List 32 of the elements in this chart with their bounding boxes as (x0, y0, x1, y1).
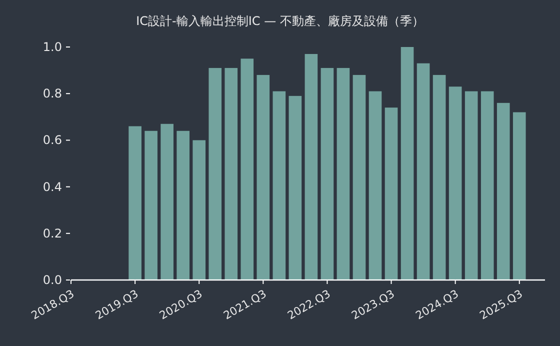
bar (208, 68, 222, 280)
bar (432, 74, 446, 280)
bar (192, 140, 206, 280)
bar (320, 68, 334, 280)
bar (240, 58, 254, 280)
y-tick-label: 0.0 (42, 273, 62, 287)
bar (368, 91, 382, 280)
bar (496, 102, 510, 280)
bar (304, 54, 318, 280)
bar (400, 47, 414, 280)
bar (480, 91, 494, 280)
bar (352, 74, 366, 280)
y-tick-label: 0.4 (42, 180, 62, 194)
bar (288, 96, 302, 280)
y-tick-label: 1.0 (42, 40, 62, 54)
y-tick-label: 0.2 (42, 226, 62, 240)
bar (448, 86, 462, 280)
bar (416, 63, 430, 280)
bar (336, 68, 350, 280)
bar (464, 91, 478, 280)
bar (512, 112, 526, 280)
bar (144, 130, 158, 280)
y-tick-label: 0.8 (42, 86, 62, 101)
bar (256, 74, 270, 280)
chart-title: IC設計-輸入輸出控制IC — 不動產、廠房及設備（季） (136, 14, 424, 28)
bar (224, 68, 238, 280)
bar (176, 130, 190, 280)
bar (160, 124, 174, 280)
bar (272, 91, 286, 280)
bar (128, 126, 142, 280)
bar (384, 108, 398, 280)
y-tick-label: 0.6 (42, 133, 62, 148)
